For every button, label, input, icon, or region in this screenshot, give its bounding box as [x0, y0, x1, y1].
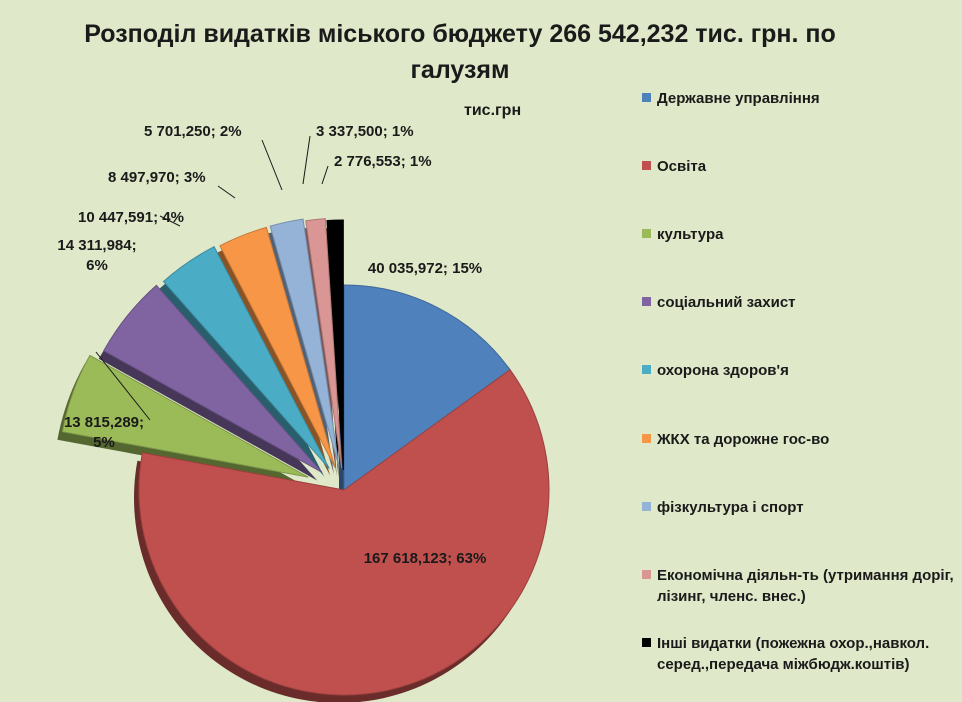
legend-item-4[interactable]: соціальний захист — [642, 292, 958, 313]
data-label-5: 10 447,591; 4% — [78, 209, 184, 226]
pie-slice-2[interactable] — [138, 369, 550, 696]
legend-label: Економічна діяльн-ть (утримання доріг, л… — [657, 567, 954, 605]
pie-slice-6[interactable] — [219, 226, 336, 468]
legend-swatch — [642, 161, 651, 170]
data-label-6: 8 497,970; 3% — [108, 169, 206, 186]
legend-label: ЖКХ та дорожне гос-во — [657, 431, 830, 448]
legend-label: Державне управління — [657, 90, 820, 107]
legend-label: фізкультура і спорт — [657, 499, 804, 516]
leader-line-3 — [95, 351, 151, 421]
legend-swatch — [642, 570, 651, 579]
legend-swatch — [642, 229, 651, 238]
legend-item-6[interactable]: ЖКХ та дорожне гос-во — [642, 429, 958, 450]
legend-item-9[interactable]: Інші видатки (пожежна охор.,навкол. сере… — [642, 633, 958, 675]
legend-item-5[interactable]: охорона здоров'я — [642, 360, 958, 381]
legend-swatch — [642, 93, 651, 102]
legend-swatch — [642, 365, 651, 374]
legend-item-1[interactable]: Державне управління — [642, 88, 958, 109]
leader-line-8 — [302, 135, 311, 185]
legend-item-8[interactable]: Економічна діяльн-ть (утримання доріг, л… — [642, 565, 958, 607]
data-label-7: 5 701,250; 2% — [144, 123, 242, 140]
pie-slice-4[interactable] — [103, 284, 323, 473]
leader-line-7 — [261, 139, 283, 191]
pie-slice-5[interactable] — [162, 246, 330, 469]
data-label-4: 14 311,984; 6% — [57, 237, 136, 274]
data-label-1: 40 035,972; 15% — [368, 260, 482, 277]
unit-label: тис.грн — [464, 102, 522, 119]
data-label-2: 167 618,123; 63% — [364, 550, 487, 567]
leader-line-9 — [321, 165, 329, 185]
data-label-8: 3 337,500; 1% — [316, 123, 414, 140]
chart-title: Розподіл видатків міського бюджету 266 5… — [84, 20, 836, 84]
legend-label: соціальний захист — [657, 294, 796, 311]
legend-label: охорона здоров'я — [657, 362, 789, 379]
pie-slice-3[interactable] — [61, 354, 309, 478]
legend-swatch — [642, 434, 651, 443]
leader-line-5 — [159, 215, 181, 227]
legend-label: культура — [657, 226, 724, 243]
legend-swatch — [642, 502, 651, 511]
data-label-9: 2 776,553; 1% — [334, 153, 432, 170]
data-label-3: 13 815,289; 5% — [64, 414, 144, 451]
leader-line-6 — [217, 185, 236, 199]
legend-swatch — [642, 297, 651, 306]
pie-slice-7[interactable] — [269, 218, 340, 467]
legend-item-2[interactable]: Освіта — [642, 156, 958, 177]
legend-item-3[interactable]: культура — [642, 224, 958, 245]
pie-slice-9[interactable] — [326, 219, 344, 471]
legend-item-7[interactable]: фізкультура і спорт — [642, 497, 958, 518]
pie-slice-8[interactable] — [305, 218, 343, 469]
legend-label: Освіта — [657, 158, 707, 175]
legend-swatch — [642, 638, 651, 647]
legend-label: Інші видатки (пожежна охор.,навкол. сере… — [657, 635, 930, 673]
pie-slice-1[interactable] — [343, 284, 511, 491]
